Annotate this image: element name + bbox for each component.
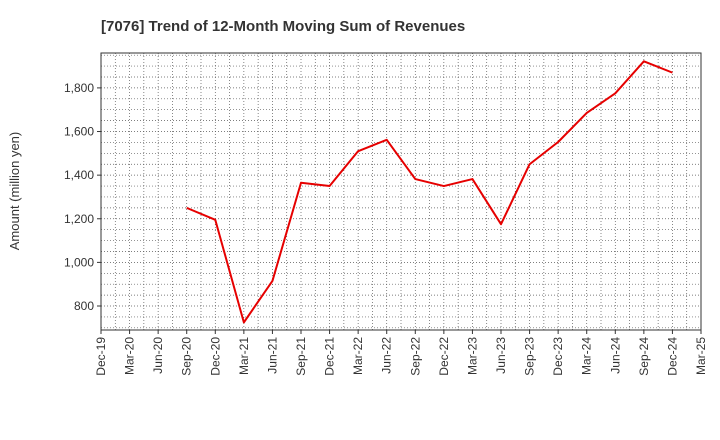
x-tick-label: Mar-25: [694, 337, 708, 375]
y-axis-label: Amount (million yen): [7, 132, 22, 251]
series-line: [186, 60, 673, 324]
x-tick-label: Mar-20: [123, 337, 137, 375]
y-tick-label: 1,000: [64, 255, 94, 269]
x-tick-label: Dec-24: [665, 337, 679, 376]
x-tick-label: Jun-20: [151, 337, 165, 374]
x-tick-label: Sep-22: [408, 337, 422, 376]
x-tick-label: Dec-22: [437, 337, 451, 376]
y-tick-label: 800: [74, 299, 94, 313]
x-tick-label: Sep-20: [180, 337, 194, 376]
x-tick-label: Dec-23: [551, 337, 565, 376]
x-tick-label: Dec-21: [323, 337, 337, 376]
x-tick-label: Sep-23: [523, 337, 537, 376]
x-tick-label: Sep-21: [294, 337, 308, 376]
y-axis-ticks: 800 1,000 1,200 1,400 1,600 1,800: [64, 81, 101, 313]
grid: [100, 53, 702, 330]
y-tick-label: 1,800: [64, 81, 94, 95]
y-tick-label: 1,200: [64, 212, 94, 226]
x-tick-label: Sep-24: [637, 337, 651, 376]
x-tick-label: Jun-24: [608, 337, 622, 374]
x-tick-label: Dec-19: [94, 337, 108, 376]
x-tick-label: Mar-22: [351, 337, 365, 375]
x-tick-label: Jun-21: [265, 337, 279, 374]
plot-area: [100, 52, 702, 331]
x-tick-label: Mar-24: [580, 337, 594, 375]
x-axis-ticks: Dec-19 Mar-20 Jun-20 Sep-20 Dec-20 Mar-21 Jun-…: [94, 330, 708, 376]
x-tick-label: Jun-22: [380, 337, 394, 374]
y-tick-label: 1,400: [64, 168, 94, 182]
x-tick-label: Dec-20: [208, 337, 222, 376]
series-group: [186, 60, 673, 324]
chart-title: [7076] Trend of 12-Month Moving Sum of R…: [101, 18, 465, 35]
x-tick-label: Mar-21: [237, 337, 251, 375]
y-tick-label: 1,600: [64, 125, 94, 139]
x-tick-label: Mar-23: [465, 337, 479, 375]
x-tick-label: Jun-23: [494, 337, 508, 374]
